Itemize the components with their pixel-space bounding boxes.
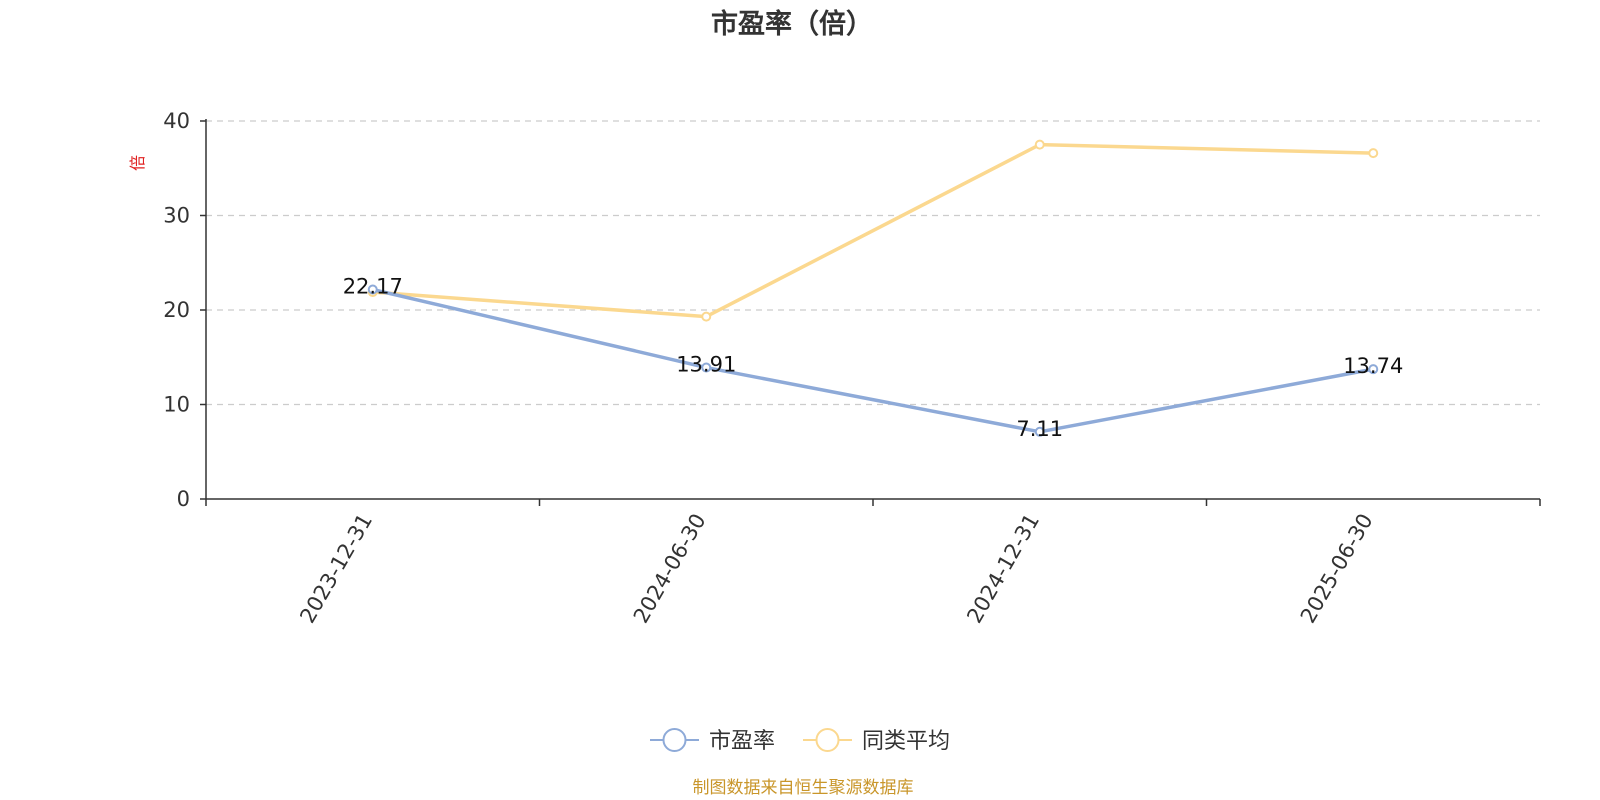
data-point bbox=[367, 284, 378, 295]
series-line bbox=[371, 142, 1375, 319]
x-tick-label: 2025-06-30 bbox=[1296, 510, 1378, 628]
legend-label: 同类平均 bbox=[862, 729, 950, 754]
legend: 市盈率 同类平均 bbox=[650, 728, 950, 754]
data-point bbox=[701, 311, 712, 322]
x-tick-label: 2023-12-31 bbox=[295, 510, 377, 628]
y-tick-label: 30 bbox=[163, 204, 190, 228]
data-point bbox=[1368, 364, 1379, 375]
data-point bbox=[1034, 139, 1045, 150]
data-label: 13.74 bbox=[1343, 354, 1403, 378]
data-label: 13.91 bbox=[676, 353, 736, 377]
data-source-note: 制图数据来自恒生聚源数据库 bbox=[693, 778, 914, 798]
x-tick-label: 2024-06-30 bbox=[629, 510, 711, 628]
axes: 0 10 20 30 40 2023-12-31 2024-06-30 2024-12-31 2… bbox=[163, 109, 1541, 628]
y-tick-label: 40 bbox=[163, 109, 190, 133]
data-point bbox=[1034, 426, 1045, 437]
series-line bbox=[371, 287, 1375, 434]
data-label: 22.17 bbox=[343, 274, 403, 298]
y-axis-unit-label: 倍 bbox=[128, 155, 147, 171]
data-point bbox=[701, 362, 712, 373]
data-point bbox=[1368, 148, 1379, 159]
chart-title: 市盈率（倍） bbox=[711, 8, 873, 40]
data-labels: 22.17 13.91 7.11 13.74 bbox=[343, 274, 1404, 440]
gridlines bbox=[206, 120, 1540, 406]
y-tick-label: 20 bbox=[163, 298, 190, 322]
legend-marker-icon bbox=[815, 728, 840, 752]
legend-marker-icon bbox=[662, 728, 687, 752]
legend-label: 市盈率 bbox=[709, 729, 775, 754]
series-group bbox=[367, 139, 1379, 437]
y-tick-label: 10 bbox=[163, 393, 190, 417]
x-tick-label: 2024-12-31 bbox=[962, 510, 1044, 628]
y-tick-label: 0 bbox=[177, 487, 190, 511]
data-label: 7.11 bbox=[1016, 417, 1063, 441]
